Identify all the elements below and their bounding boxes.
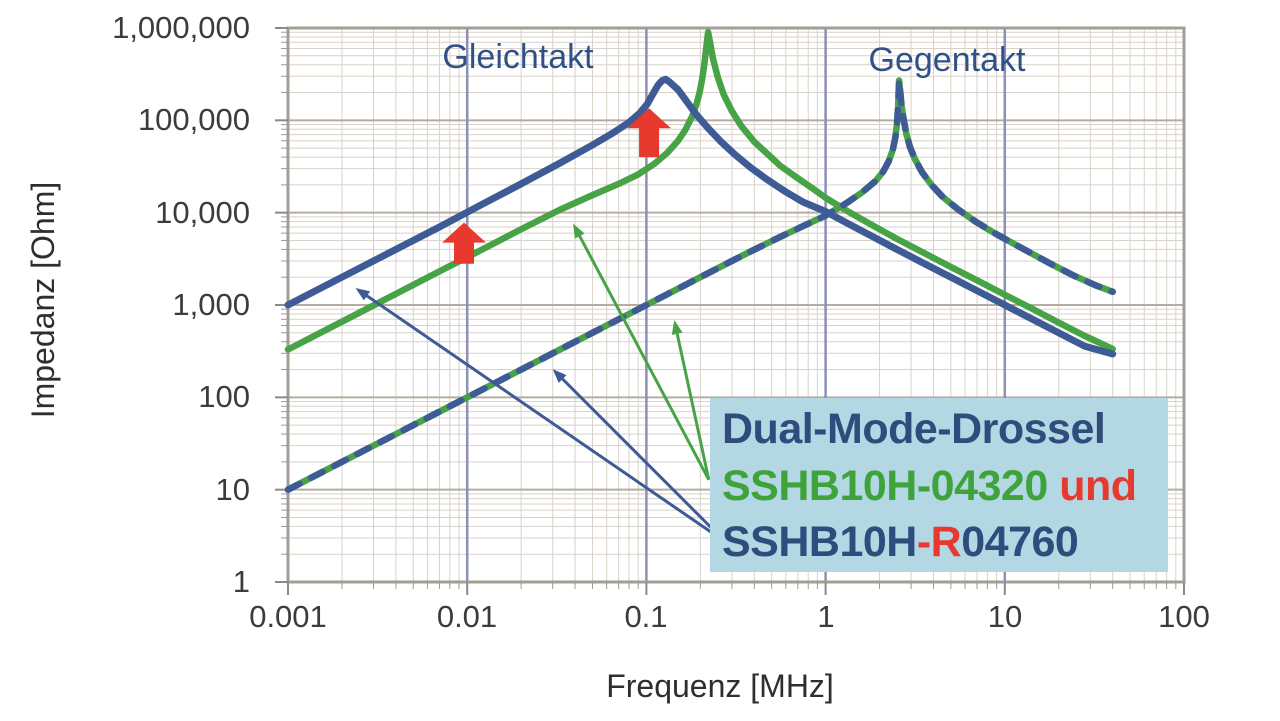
curve-pointer-line: [574, 228, 711, 481]
y-tick-label: 1,000: [172, 287, 250, 322]
legend-box: Dual-Mode-Drossel SSHB10H-04320 und SSHB…: [710, 398, 1168, 572]
x-tick-label: 10: [987, 599, 1023, 634]
x-tick-label: 0.001: [249, 599, 327, 634]
curve-pointer-arrowhead: [355, 287, 371, 301]
y-tick-label: 1: [232, 564, 250, 599]
legend-model-04320: SSHB10H-04320: [722, 461, 1048, 510]
x-tick-label: 1: [817, 599, 835, 634]
curve-pointer-arrowhead: [671, 320, 683, 335]
curve-pointer-line: [555, 372, 727, 544]
common-mode-label: Gleichtakt: [442, 38, 594, 76]
impedance-increase-arrow: [627, 108, 672, 158]
curve-2-dash-overlay: [284, 77, 1116, 493]
curve-1-base: [284, 75, 1117, 358]
y-tick-label: 100: [198, 379, 250, 414]
legend-model-r04760-suffix: 04760: [961, 518, 1079, 566]
legend-model-r04760-prefix: SSHB10H: [722, 518, 917, 566]
y-axis-title: Impedanz [Ohm]: [25, 181, 61, 419]
curve-pointer-arrowhead: [552, 369, 567, 383]
curve-pointer-line: [359, 290, 727, 544]
x-axis-title: Frequenz [MHz]: [606, 668, 834, 704]
legend-line-04320: SSHB10H-04320 und: [722, 458, 1168, 515]
x-tick-label: 100: [1158, 599, 1210, 634]
y-tick-label: 1,000,000: [112, 10, 250, 45]
impedance-increase-arrow: [442, 222, 487, 264]
curve-pointer-arrowhead: [573, 223, 585, 239]
legend-line-r04760: SSHB10H-R04760: [722, 514, 1168, 571]
curve-pointer-line: [674, 325, 711, 481]
x-tick-label: 0.1: [624, 599, 668, 634]
y-tick-label: 10: [215, 472, 250, 507]
legend-model-r04760-r: -R: [916, 518, 962, 566]
curve-0-base: [284, 28, 1116, 353]
differential-mode-label: Gegentakt: [868, 41, 1026, 79]
legend-und-text: und: [1047, 461, 1137, 510]
x-tick-label: 0.01: [436, 599, 498, 634]
y-tick-label: 10,000: [155, 195, 250, 230]
legend-line-title: Dual-Mode-Drossel: [722, 405, 1106, 453]
y-tick-label: 100,000: [137, 102, 250, 137]
